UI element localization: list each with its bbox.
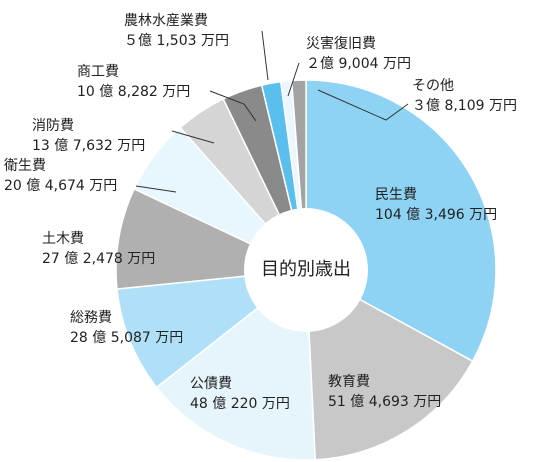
slice-label-value: 20 億 4,674 万円 bbox=[4, 178, 117, 194]
slice-label-value: 10 億 8,282 万円 bbox=[77, 84, 190, 100]
leader-line-6 bbox=[135, 185, 177, 193]
slice-label-value: 27 億 2,478 万円 bbox=[42, 251, 155, 267]
center-label: 目的別歳出 bbox=[261, 259, 351, 280]
leader-line-8 bbox=[209, 90, 257, 122]
slice-label-value: 51 億 4,693 万円 bbox=[328, 394, 441, 410]
leader-line-11 bbox=[317, 89, 409, 121]
slice-label-name: 総務費 bbox=[70, 310, 112, 326]
leader-line-7 bbox=[171, 130, 215, 144]
leader-line-10 bbox=[287, 62, 300, 97]
slice-label-name: 消防費 bbox=[32, 118, 74, 134]
slice-label-name: 民生費 bbox=[375, 187, 417, 203]
slice-label-name: 教育費 bbox=[328, 374, 370, 390]
leader-lines bbox=[135, 30, 409, 193]
slice-label-value: ５億 1,503 万円 bbox=[124, 33, 229, 49]
slice-label-value: ２億 9,004 万円 bbox=[306, 56, 411, 72]
slice-label-value: 104 億 3,496 万円 bbox=[375, 207, 497, 223]
slice-label-value: 13 億 7,632 万円 bbox=[32, 138, 145, 154]
slice-label-name: 衛生費 bbox=[4, 158, 46, 174]
slice-label-name: 公債費 bbox=[190, 376, 232, 392]
slice-label-value: 48 億 220 万円 bbox=[190, 396, 290, 412]
leader-line-9 bbox=[261, 30, 269, 81]
slice-label-value: ３億 8,109 万円 bbox=[412, 98, 517, 114]
slice-label-name: その他 bbox=[412, 78, 454, 94]
slice-label-name: 農林水産業費 bbox=[124, 13, 208, 29]
slice-label-value: 28 億 5,087 万円 bbox=[70, 330, 183, 346]
donut-hole bbox=[244, 208, 368, 332]
slice-label-name: 商工費 bbox=[77, 64, 119, 80]
slice-label-name: 災害復旧費 bbox=[306, 35, 376, 52]
slice-label-name: 土木費 bbox=[42, 231, 84, 247]
slice-2 bbox=[305, 268, 474, 461]
